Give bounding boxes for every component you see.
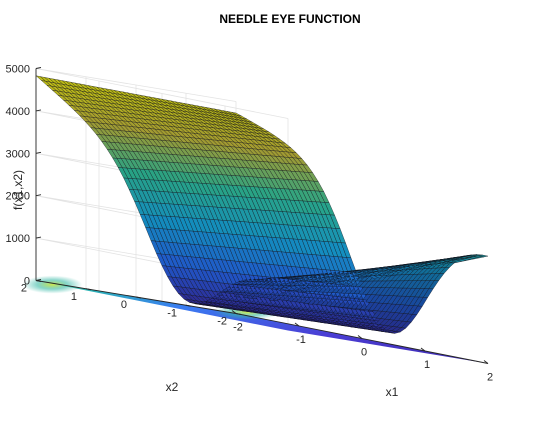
x1-tick-label: -1 bbox=[296, 334, 306, 346]
chart-title: NEEDLE EYE FUNCTION bbox=[219, 12, 360, 26]
z-tick-label: 1000 bbox=[6, 233, 30, 245]
surface-mesh bbox=[36, 76, 488, 334]
z-tick-label: 5000 bbox=[6, 64, 30, 76]
x2-tick-label: -2 bbox=[217, 316, 227, 328]
x1-tick-label: -2 bbox=[233, 322, 243, 334]
x-axis-label: x1 bbox=[386, 385, 399, 399]
x2-tick-label: -1 bbox=[167, 307, 177, 319]
y-axis-label: x2 bbox=[166, 380, 179, 394]
z-tick bbox=[36, 237, 41, 238]
z-tick bbox=[36, 110, 41, 111]
x2-tick-label: 1 bbox=[71, 291, 77, 303]
x1-tick-label: 0 bbox=[361, 347, 367, 359]
x2-tick-label: 2 bbox=[21, 283, 27, 295]
z-tick-label: 4000 bbox=[6, 106, 30, 118]
x1-tick-label: 2 bbox=[487, 372, 493, 384]
z-tick bbox=[36, 152, 41, 153]
x1-tick-label: 1 bbox=[424, 359, 430, 371]
z-tick bbox=[36, 68, 41, 69]
z-axis-label: f(x1,x2) bbox=[11, 170, 25, 210]
z-tick-label: 3000 bbox=[6, 148, 30, 160]
x2-tick-label: 0 bbox=[121, 299, 127, 311]
z-tick bbox=[36, 195, 41, 196]
